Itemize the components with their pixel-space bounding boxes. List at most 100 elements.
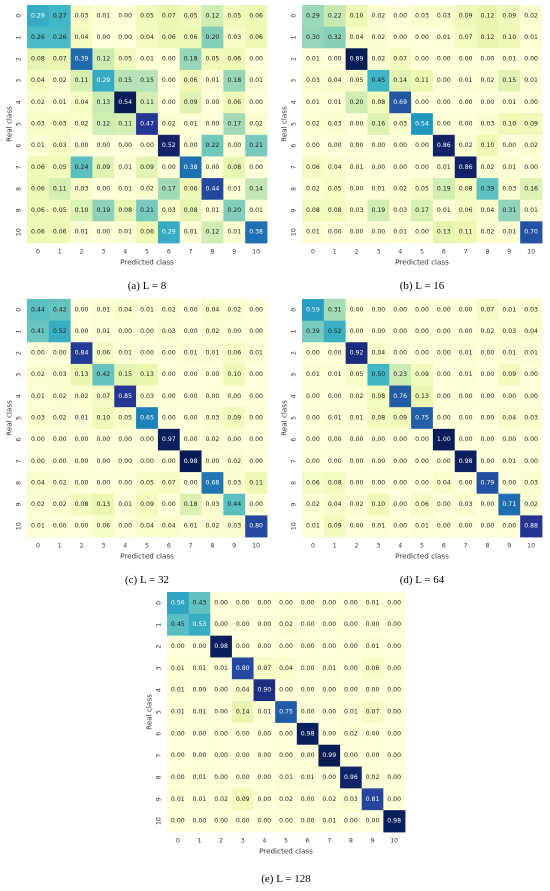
heatmap-cell	[302, 5, 325, 28]
cell-value-label: 0.00	[437, 415, 451, 422]
cell-value-label: 0.00	[371, 164, 385, 171]
heatmap-cell	[454, 113, 477, 136]
cell-value-label: 0.00	[481, 458, 495, 465]
cell-value-label: 0.01	[140, 306, 154, 313]
heatmap-cell	[345, 515, 368, 538]
cell-value-label: 0.01	[524, 350, 538, 357]
cell-value-label: 0.90	[257, 687, 271, 694]
heatmap-cell	[210, 701, 233, 724]
cell-value-label: 0.07	[393, 56, 407, 63]
cell-value-label: 0.00	[184, 479, 198, 486]
heatmap-cell	[157, 428, 181, 451]
heatmap-cell	[520, 428, 543, 451]
cell-value-label: 0.00	[322, 687, 336, 694]
cell-value-label: 0.00	[206, 99, 220, 106]
cell-value-label: 0.00	[415, 142, 429, 149]
cell-value-label: 0.32	[328, 34, 342, 41]
heatmap-cell	[245, 178, 268, 201]
cell-value-label: 0.00	[437, 393, 451, 400]
heatmap-cell	[136, 26, 159, 49]
heatmap-cell	[345, 342, 368, 365]
cell-value-label: 0.01	[328, 371, 342, 378]
heatmap-cell	[296, 592, 319, 615]
cell-value-label: 0.65	[140, 415, 154, 422]
cell-value-label: 0.89	[350, 56, 364, 63]
heatmap-cell	[367, 472, 390, 495]
x-tick-label: 7	[327, 838, 331, 845]
cell-value-label: 0.01	[415, 523, 429, 530]
heatmap-cell	[411, 221, 434, 244]
heatmap-cell	[345, 69, 368, 92]
heatmap-cell	[136, 299, 159, 322]
cell-value-label: 0.00	[366, 818, 380, 825]
cell-value-label: 0.03	[140, 393, 154, 400]
cell-value-label: 0.00	[459, 436, 473, 443]
cell-value-label: 0.01	[322, 818, 336, 825]
y-tick-label: 3	[16, 79, 23, 83]
heatmap-cell	[411, 48, 434, 71]
heatmap-cell	[323, 178, 347, 201]
cell-value-label: 0.00	[387, 687, 401, 694]
heatmap-cell	[48, 407, 72, 430]
heatmap-cell	[345, 385, 368, 408]
cell-value-label: 0.02	[366, 774, 380, 781]
heatmap-cell	[136, 178, 159, 201]
cell-value-label: 0.00	[350, 121, 364, 128]
cell-value-label: 0.09	[415, 371, 429, 378]
heatmap-cell	[70, 320, 93, 343]
cell-value-label: 0.05	[118, 415, 132, 422]
heatmap-cell	[245, 156, 268, 179]
heatmap-cell	[520, 26, 543, 49]
cell-value-label: 0.01	[502, 306, 516, 313]
cell-value-label: 0.03	[502, 185, 516, 192]
heatmap-cell	[318, 635, 341, 658]
heatmap-cell	[476, 48, 499, 71]
x-tick-label: 6	[306, 838, 310, 845]
heatmap-cell	[454, 320, 477, 343]
cell-value-label: 0.00	[162, 458, 176, 465]
cell-value-label: 0.00	[366, 730, 380, 737]
heatmap-cell	[231, 788, 254, 811]
x-tick-label: 7	[189, 249, 193, 256]
cell-value-label: 0.04	[75, 34, 89, 41]
heatmap-cell	[114, 472, 137, 495]
heatmap-cell	[389, 515, 412, 538]
heatmap-cell	[179, 472, 202, 495]
heatmap-cell	[27, 385, 50, 408]
heatmap-cell	[389, 113, 412, 136]
heatmap-cell	[432, 472, 456, 495]
heatmap-cell	[411, 91, 434, 114]
y-tick-label: 10	[16, 522, 23, 530]
heatmap-cell	[367, 48, 390, 71]
x-tick-label: 2	[355, 249, 359, 256]
heatmap-cell	[498, 385, 521, 408]
y-tick-label: 3	[16, 373, 23, 377]
cell-value-label: 0.14	[249, 185, 263, 192]
heatmap-cell	[454, 299, 477, 322]
heatmap-cell	[245, 385, 268, 408]
heatmap-cell	[367, 450, 390, 473]
panel-caption: (d) L = 64	[400, 574, 445, 586]
heatmap-cell	[114, 493, 137, 516]
heatmap-cell	[114, 199, 137, 222]
heatmap-cell	[432, 428, 456, 451]
heatmap-cell	[179, 199, 202, 222]
heatmap-cell	[92, 26, 115, 49]
cell-value-label: 0.11	[140, 99, 154, 106]
heatmap-cell	[210, 613, 233, 637]
cell-value-label: 0.00	[393, 328, 407, 335]
panel-caption: (b) L = 16	[400, 280, 445, 292]
heatmap-cell	[476, 221, 499, 244]
cell-value-label: 0.00	[481, 371, 495, 378]
heatmap-cell	[70, 91, 93, 114]
heatmap-cell	[70, 493, 93, 516]
heatmap-cell	[454, 178, 477, 201]
cell-value-label: 0.75	[279, 709, 293, 716]
heatmap-cell	[92, 69, 115, 92]
heatmap-cell	[253, 679, 276, 702]
cell-value-label: 0.01	[184, 229, 198, 236]
x-tick-label: 7	[464, 249, 468, 256]
cell-value-label: 0.09	[140, 164, 154, 171]
cell-value-label: 0.06	[31, 164, 45, 171]
heatmap-cell	[136, 134, 159, 157]
